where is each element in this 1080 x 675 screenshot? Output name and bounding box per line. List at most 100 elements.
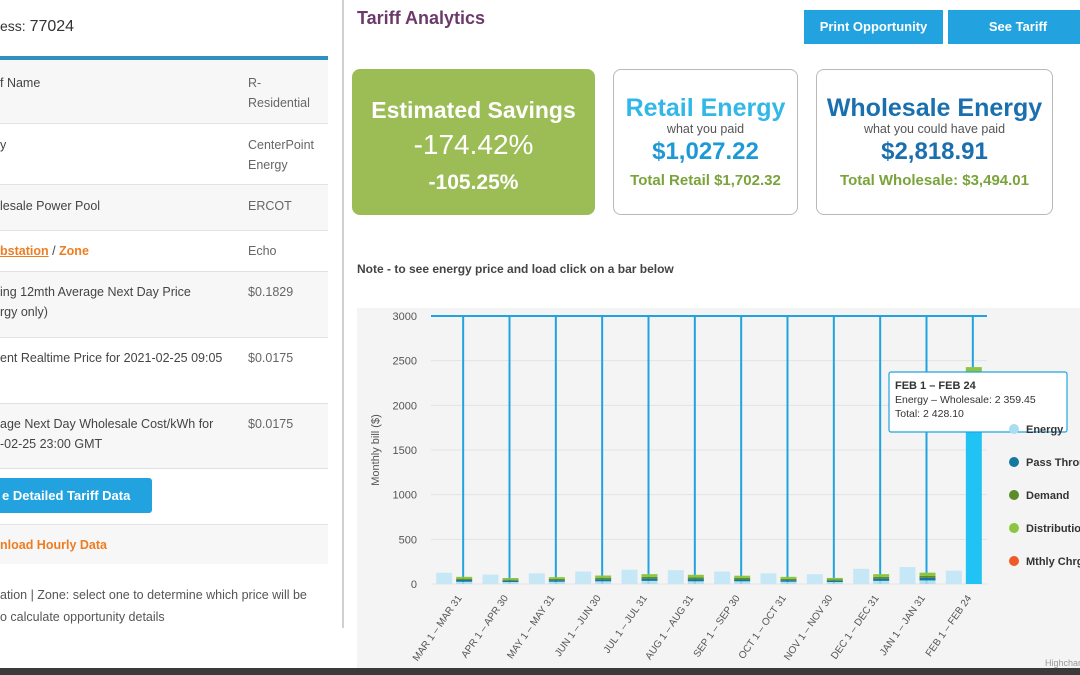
wholesale-bar-segment [873,576,890,579]
retail-bar [945,570,962,584]
wholesale-bar-segment [641,580,658,584]
wholesale-bar-segment [456,578,473,580]
retail-bar [806,574,823,584]
chart-credit: Highchar [1045,658,1080,668]
x-tick-label: FEB 1 – FEB 24 [924,593,975,659]
wholesale-bar-segment [641,576,658,579]
print-opportunity-button[interactable]: Print Opportunity [804,10,943,44]
x-tick-label: AUG 1 – AUG 31 [644,593,697,662]
wholesale-bar-segment [502,579,519,581]
wholesale-bar-segment [502,578,519,580]
legend-label: Distributio [1026,523,1080,535]
wholesale-bar-segment [873,578,890,581]
retail-energy-card: Retail Energy what you paid $1,027.22 To… [613,69,798,215]
bottom-strip [0,668,1080,675]
monthly-bill-chart[interactable]: 0 500 1000 1500 2000 2500 3000 Monthly bill ($)… [357,308,1080,670]
tooltip-title: FEB 1 – FEB 24 [895,380,977,392]
wholesale-bar-segment [780,578,797,581]
wholesale-bar-segment [502,580,519,583]
retail-bar [899,567,916,584]
y-tick-label: 2500 [393,356,417,368]
row-realtime-price: ent Realtime Price for 2021-02-25 09:05 … [0,338,328,404]
wholesale-bar-segment [780,581,797,584]
address-line: ess: 77024 [0,18,74,36]
card-title: Wholesale Energy [826,94,1043,122]
address-value: 77024 [29,18,75,35]
wholesale-bar-segment [919,572,936,576]
row-value: $0.1829 [248,285,294,299]
zone-link[interactable]: Zone [59,244,89,258]
wholesale-bar-segment [826,582,843,584]
row-label: y [0,138,7,152]
download-hourly-data-link[interactable]: nload Hourly Data [0,538,107,552]
row-value: ERCOT [248,199,292,213]
page-title: Tariff Analytics [357,8,486,28]
wholesale-bar-segment [456,576,473,579]
see-detailed-tariff-data-button[interactable]: e Detailed Tariff Data [0,478,152,513]
y-tick-label: 1500 [393,445,417,457]
retail-bar [621,569,638,584]
row-value: $0.0175 [248,351,294,365]
wholesale-total: Total Wholesale: $3,494.01 [840,172,1029,189]
tooltip-line: Energy – Wholesale: 2 359.45 [895,394,1036,406]
y-axis-label: Monthly bill ($) [370,414,382,486]
wholesale-bar-segment [502,582,519,584]
tooltip-box [888,371,1068,433]
wholesale-bar-segment [919,575,936,578]
wholesale-bar-segment [595,579,612,582]
x-tick-label: JUL 1 – JUL 31 [602,593,650,656]
wholesale-bar-segment [548,578,565,581]
legend-label: Pass Throu [1026,457,1080,469]
row-value: R- Residential [248,76,310,110]
retail-bar [528,573,545,584]
download-row: nload Hourly Data [0,524,328,564]
chart-note: Note - to see energy price and load clic… [357,262,674,276]
retail-bar [714,571,731,584]
retail-bar [575,571,592,584]
legend-marker [1009,457,1019,467]
wholesale-bar-segment [826,580,843,583]
y-tick-label: 3000 [393,311,417,323]
y-tick-label: 500 [399,534,417,546]
wholesale-energy-card: Wholesale Energy what you could have pai… [816,69,1053,215]
legend-label: Energy [1026,424,1064,436]
x-tick-label: SEP 1 – SEP 30 [692,593,743,659]
y-tick-label: 0 [411,579,417,591]
chart-canvas[interactable]: 0 500 1000 1500 2000 2500 3000 Monthly bill ($)… [357,308,1080,670]
x-tick-label: OCT 1 – OCT 31 [737,593,789,661]
row-value: CenterPoint Energy [248,138,315,172]
legend-label: Mthly Chrg [1026,556,1080,568]
legend-marker [1009,556,1019,566]
substation-link[interactable]: bstation [0,244,49,258]
x-tick-label: MAY 1 – MAY 31 [505,593,557,661]
wholesale-bar-segment [595,581,612,584]
legend-marker [1009,490,1019,500]
retail-bar [853,568,870,584]
row-power-pool: lesale Power Pool ERCOT [0,185,328,231]
row-label: lesale Power Pool [0,199,101,213]
x-tick-label: MAR 1 – MAR 31 [411,593,465,663]
wholesale-amount: $2,818.91 [881,138,988,165]
wholesale-bar-segment [873,574,890,577]
wholesale-bar-segment [687,574,704,578]
separator: / [48,244,60,258]
x-tick-label: JAN 1 – JAN 31 [878,593,928,658]
row-label: ent Realtime Price for 2021-02-25 09:05 [0,351,223,365]
wholesale-bar-segment [734,581,751,584]
legend-label: Demand [1026,490,1069,502]
wholesale-bar-segment [456,581,473,584]
y-tick-label: 1000 [393,490,417,502]
wholesale-bar-segment [595,577,612,580]
wholesale-bar-segment [548,581,565,584]
row-label: ing 12mth Average Next Day Price rgy onl… [0,285,191,319]
panel-divider [342,0,344,628]
tooltip-line: Total: 2 428.10 [895,408,964,420]
x-tick-label: NOV 1 – NOV 30 [782,593,835,662]
wholesale-bar-segment [780,580,797,582]
wholesale-bar-segment [687,579,704,582]
wholesale-bar-segment [873,580,890,584]
see-tariff-button[interactable]: See Tariff [948,10,1080,44]
wholesale-bar-segment [826,579,843,581]
row-tariff-name: f Name R- Residential [0,60,328,124]
row-next-day-wholesale: age Next Day Wholesale Cost/kWh for -02-… [0,404,328,469]
